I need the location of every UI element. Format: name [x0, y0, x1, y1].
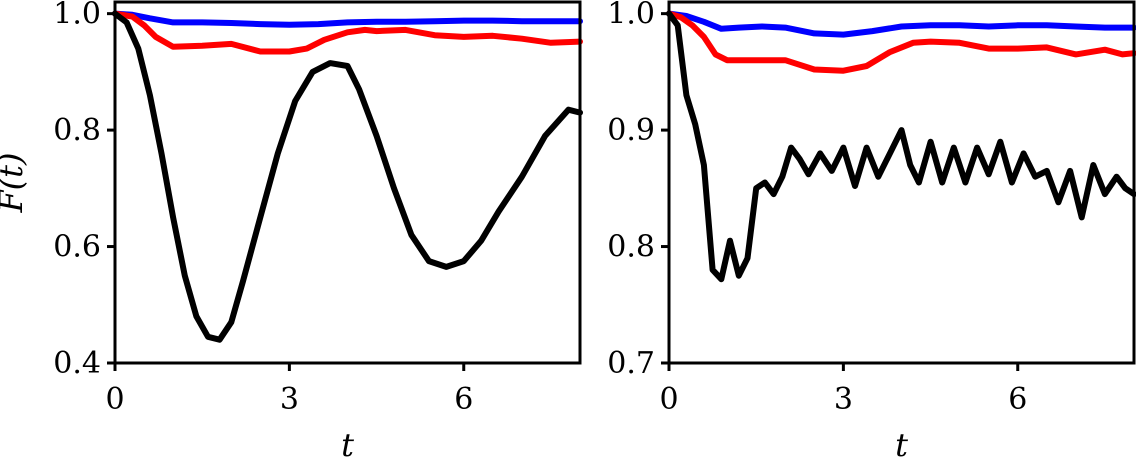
red-line: [112, 10, 583, 55]
y-axis-label: F(t): [0, 152, 30, 213]
y-tick-label: 0.7: [607, 346, 655, 381]
axes-frame: [113, 0, 582, 365]
y-tick-label: 0.8: [53, 113, 101, 148]
y-tick-label: 0.6: [53, 230, 101, 265]
x-tick-label: 3: [280, 382, 299, 417]
x-axis-label: t: [895, 426, 908, 460]
right-panel: 0 3 6 0.7 0.8 0.9 1.0 t: [607, 0, 1136, 464]
black-line: [666, 10, 1136, 283]
y-tick-label: 1.0: [53, 0, 101, 32]
x-tick-label: 0: [105, 382, 124, 417]
x-tick-label: 3: [834, 382, 853, 417]
blue-line: [666, 10, 1136, 38]
x-tick-label: 6: [1008, 382, 1027, 417]
y-tick-label: 0.8: [607, 230, 655, 265]
axes-frame: [667, 0, 1136, 365]
y-tick-label: 0.9: [607, 113, 655, 148]
red-line: [666, 10, 1136, 74]
left-panel: 0 3 6 0.4 0.6 0.8 1.0 t F(t): [0, 0, 583, 464]
y-tick-label: 0.4: [53, 346, 101, 381]
x-tick-label: 0: [659, 382, 678, 417]
blue-line: [112, 10, 583, 28]
black-line: [112, 10, 583, 343]
y-tick-label: 1.0: [607, 0, 655, 32]
x-axis-label: t: [341, 426, 354, 460]
x-tick-label: 6: [454, 382, 473, 417]
